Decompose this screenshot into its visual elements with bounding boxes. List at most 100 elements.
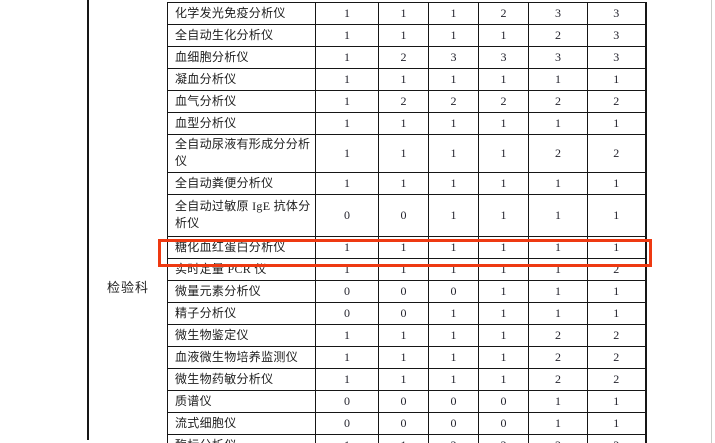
value-cell: 1 xyxy=(528,193,588,237)
value-cell: 1 xyxy=(428,171,479,195)
value-cell: 1 xyxy=(315,134,379,173)
equipment-name-cell: 全自动粪便分析仪 xyxy=(167,171,316,195)
equipment-name-cell: 流式细胞仪 xyxy=(167,411,316,435)
value-cell: 0 xyxy=(378,301,429,325)
value-cell: 1 xyxy=(587,411,646,435)
value-cell: 1 xyxy=(315,323,379,347)
value-cell: 1 xyxy=(428,112,479,135)
value-cell: 2 xyxy=(528,90,588,113)
equipment-name-cell: 精子分析仪 xyxy=(167,301,316,325)
value-cell: 0 xyxy=(315,389,379,413)
value-cell: 1 xyxy=(428,2,479,25)
equipment-name-cell: 全自动生化分析仪 xyxy=(167,24,316,47)
value-cell: 1 xyxy=(315,433,379,443)
value-cell: 0 xyxy=(378,193,429,237)
value-cell: 0 xyxy=(478,411,529,435)
value-cell: 1 xyxy=(478,171,529,195)
value-cell: 1 xyxy=(378,257,429,281)
value-cell: 1 xyxy=(478,24,529,47)
value-cell: 1 xyxy=(478,323,529,347)
value-cell: 1 xyxy=(587,68,646,91)
value-cell: 1 xyxy=(528,235,588,259)
value-cell: 1 xyxy=(528,257,588,281)
value-cell: 2 xyxy=(478,90,529,113)
value-cell: 2 xyxy=(528,433,588,443)
value-cell: 2 xyxy=(587,134,646,173)
equipment-name-cell: 糖化血红蛋白分析仪 xyxy=(167,235,316,259)
value-cell: 0 xyxy=(378,279,429,303)
value-cell: 1 xyxy=(315,171,379,195)
value-cell: 1 xyxy=(378,68,429,91)
equipment-name-cell: 酶标分析仪 xyxy=(167,433,316,443)
value-cell: 1 xyxy=(528,112,588,135)
value-cell: 1 xyxy=(378,171,429,195)
value-cell: 0 xyxy=(428,389,479,413)
value-cell: 2 xyxy=(478,433,529,443)
value-cell: 1 xyxy=(428,68,479,91)
value-cell: 1 xyxy=(315,257,379,281)
value-cell: 3 xyxy=(587,46,646,69)
value-cell: 0 xyxy=(315,411,379,435)
equipment-name-cell: 实时定量 PCR 仪 xyxy=(167,257,316,281)
value-cell: 1 xyxy=(315,46,379,69)
equipment-name-cell: 微生物鉴定仪 xyxy=(167,323,316,347)
value-cell: 1 xyxy=(378,345,429,369)
value-cell: 1 xyxy=(428,323,479,347)
department-label: 检验科 xyxy=(106,280,149,295)
value-cell: 2 xyxy=(428,433,479,443)
value-cell: 1 xyxy=(478,112,529,135)
value-cell: 1 xyxy=(428,345,479,369)
value-cell: 1 xyxy=(528,411,588,435)
value-cell: 2 xyxy=(528,24,588,47)
value-cell: 1 xyxy=(315,235,379,259)
value-cell: 0 xyxy=(378,411,429,435)
value-cell: 0 xyxy=(378,389,429,413)
value-cell: 1 xyxy=(378,323,429,347)
value-cell: 0 xyxy=(428,279,479,303)
value-cell: 1 xyxy=(587,301,646,325)
value-cell: 2 xyxy=(528,323,588,347)
page-edge-line xyxy=(711,0,712,443)
value-cell: 1 xyxy=(315,68,379,91)
equipment-name-cell: 化学发光免疫分析仪 xyxy=(167,2,316,25)
equipment-name-cell: 凝血分析仪 xyxy=(167,68,316,91)
value-cell: 3 xyxy=(587,24,646,47)
equipment-name-cell: 微生物药敏分析仪 xyxy=(167,367,316,391)
equipment-name-cell: 微量元素分析仪 xyxy=(167,279,316,303)
value-cell: 1 xyxy=(478,68,529,91)
value-cell: 3 xyxy=(528,46,588,69)
value-cell: 1 xyxy=(528,301,588,325)
equipment-name-cell: 血型分析仪 xyxy=(167,112,316,135)
value-cell: 0 xyxy=(315,193,379,237)
value-cell: 3 xyxy=(528,2,588,25)
value-cell: 1 xyxy=(378,2,429,25)
value-cell: 1 xyxy=(315,90,379,113)
value-cell: 1 xyxy=(315,112,379,135)
value-cell: 1 xyxy=(478,134,529,173)
value-cell: 2 xyxy=(478,2,529,25)
value-cell: 1 xyxy=(478,235,529,259)
value-cell: 1 xyxy=(428,257,479,281)
value-cell: 1 xyxy=(315,345,379,369)
value-cell: 2 xyxy=(528,345,588,369)
table-left-border xyxy=(87,0,89,440)
equipment-name-cell: 质谱仪 xyxy=(167,389,316,413)
value-cell: 1 xyxy=(528,68,588,91)
value-cell: 1 xyxy=(587,235,646,259)
value-cell: 2 xyxy=(528,134,588,173)
value-cell: 1 xyxy=(587,193,646,237)
